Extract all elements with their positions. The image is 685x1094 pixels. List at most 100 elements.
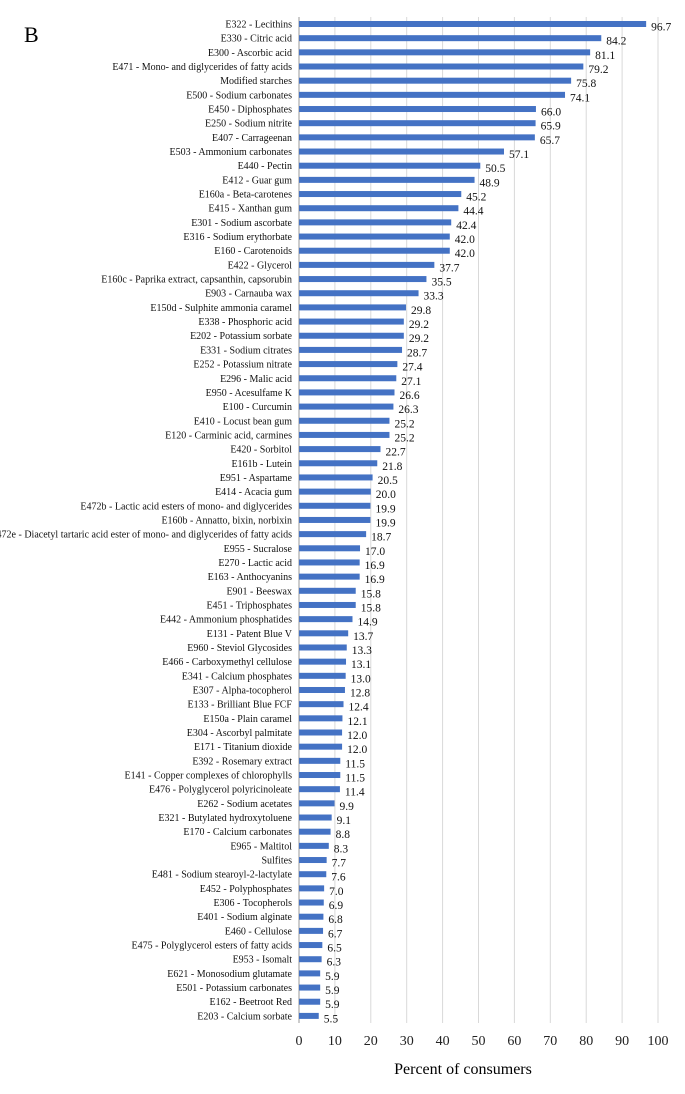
x-axis-ticks: 0 10 20 30 40 50 60 70 80 90 100 <box>296 1034 669 1049</box>
data-label: 5.9 <box>325 999 340 1011</box>
x-tick-label: 60 <box>507 1034 521 1049</box>
category-label: E161b - Lutein <box>231 459 292 470</box>
data-label: 57.1 <box>509 149 529 161</box>
category-label: E296 - Malic acid <box>220 374 292 385</box>
data-label: 17.0 <box>365 546 385 558</box>
bar <box>299 49 591 56</box>
category-labels: E322 - Lecithins E330 - Citric acid E300 -… <box>0 20 293 1023</box>
bar <box>299 715 343 722</box>
category-label: E331 - Sodium citrates <box>200 345 292 356</box>
category-label: E401 - Sodium alginate <box>197 912 292 923</box>
category-label: E503 - Ammonium carbonates <box>170 147 293 158</box>
category-label: E150d - Sulphite ammonia caramel <box>150 303 292 314</box>
data-label: 27.1 <box>401 376 421 388</box>
bar <box>299 247 450 254</box>
category-label: E901 - Beeswax <box>226 586 292 597</box>
data-label: 79.2 <box>588 64 608 76</box>
bar <box>299 460 378 467</box>
category-label: E162 - Beetroot Red <box>210 997 292 1008</box>
data-label: 26.6 <box>399 390 419 402</box>
bar <box>299 531 367 538</box>
bar <box>299 800 335 807</box>
category-label: E452 - Polyphosphates <box>200 884 292 895</box>
data-label: 5.9 <box>325 971 340 983</box>
data-label: 6.8 <box>328 914 343 926</box>
data-label: 13.1 <box>351 659 371 671</box>
data-label: 25.2 <box>394 418 414 430</box>
x-tick-label: 70 <box>543 1034 557 1049</box>
category-label: E621 - Monosodium glutamate <box>167 969 292 980</box>
data-label: 12.0 <box>347 744 367 756</box>
data-label: 37.7 <box>439 262 459 274</box>
bar <box>299 616 353 623</box>
category-label: E171 - Titanium dioxide <box>194 742 293 753</box>
bar <box>299 601 356 608</box>
bar <box>299 361 398 368</box>
category-label: E321 - Butylated hydroxytoluene <box>158 813 292 824</box>
data-label: 44.4 <box>463 206 483 218</box>
data-label: 26.3 <box>398 404 418 416</box>
data-label: 15.8 <box>361 588 381 600</box>
data-label: 29.2 <box>409 319 429 331</box>
bar <box>299 942 323 949</box>
category-label: E471 - Mono- and diglycerides of fatty a… <box>112 62 292 73</box>
data-label: 42.0 <box>455 234 475 246</box>
bar <box>299 446 381 453</box>
data-label: 6.3 <box>327 957 342 969</box>
category-label: E501 - Potassium carbonates <box>176 983 292 994</box>
bar <box>299 998 321 1005</box>
bar <box>299 913 324 920</box>
category-label: E442 - Ammonium phosphatides <box>160 615 292 626</box>
data-label: 75.8 <box>576 78 596 90</box>
category-label: E301 - Sodium ascorbate <box>191 218 292 229</box>
grid-lines <box>298 17 659 1023</box>
category-label: E307 - Alpha-tocopherol <box>193 685 293 696</box>
data-label: 50.5 <box>485 163 505 175</box>
category-label: E476 - Polyglycerol polyricinoleate <box>149 785 293 796</box>
bar <box>299 743 343 750</box>
data-label: 27.4 <box>402 362 422 374</box>
bar <box>299 134 535 141</box>
category-label: E160b - Annatto, bixin, norbixin <box>161 515 292 526</box>
bar <box>299 346 403 353</box>
category-label: E170 - Calcium carbonates <box>183 827 292 838</box>
data-label: 11.5 <box>345 758 365 770</box>
category-label: E250 - Sodium nitrite <box>205 119 293 130</box>
bar <box>299 573 360 580</box>
bar <box>299 772 341 779</box>
data-label: 35.5 <box>431 277 451 289</box>
bar <box>299 502 371 509</box>
data-label: 19.9 <box>375 503 395 515</box>
bar <box>299 658 347 665</box>
category-label: E407 - Carrageenan <box>212 133 292 144</box>
bar <box>299 148 504 155</box>
data-label: 22.7 <box>385 447 405 459</box>
bar <box>299 106 536 113</box>
bar <box>299 219 452 226</box>
bar <box>299 871 327 878</box>
category-label: E414 - Acacia gum <box>215 487 292 498</box>
bar <box>299 304 406 311</box>
data-label: 18.7 <box>371 532 391 544</box>
category-label: Modified starches <box>220 76 292 87</box>
category-label: E316 - Sodium erythorbate <box>183 232 292 243</box>
category-label: E131 - Patent Blue V <box>207 629 293 640</box>
bar <box>299 559 360 566</box>
data-label: 5.9 <box>325 985 340 997</box>
data-label: 13.7 <box>353 631 373 643</box>
category-label: E460 - Cellulose <box>225 926 293 937</box>
bar <box>299 162 481 169</box>
bar <box>299 318 404 325</box>
data-label: 81.1 <box>595 50 615 62</box>
bar <box>299 474 373 481</box>
bar <box>299 701 344 708</box>
category-label: E202 - Potassium sorbate <box>190 331 292 342</box>
data-label: 42.0 <box>455 248 475 260</box>
category-label: E160a - Beta-carotenes <box>199 190 292 201</box>
category-label: E965 - Maltitol <box>230 841 292 852</box>
data-label: 16.9 <box>365 574 385 586</box>
category-label: E120 - Carminic acid, carmines <box>165 430 292 441</box>
data-label: 13.0 <box>351 673 371 685</box>
